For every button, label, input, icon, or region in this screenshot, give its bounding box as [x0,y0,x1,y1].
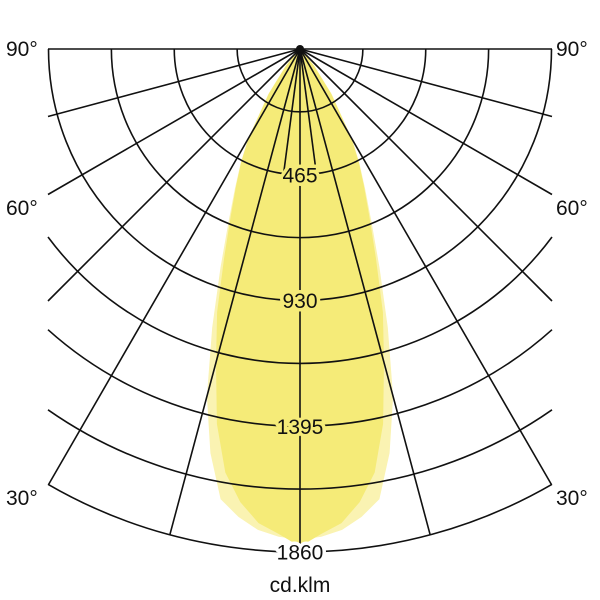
grid-spoke-15 [299,48,431,536]
radial-tick-labels: 465 930 1395 1860 [273,161,327,568]
unit-label: cd.klm [270,574,331,597]
radial-tick-label-1860: 1860 [277,542,324,565]
angle-label-left-30: 30° [6,487,38,510]
grid-spoke-75 [299,48,553,118]
angle-label-right-30: 30° [556,487,588,510]
grid-spoke--75 [47,48,301,118]
grid-spoke--30 [47,48,301,486]
angle-label-left-60: 60° [6,197,38,220]
grid-spoke-minor-7.5 [299,48,318,174]
grid-spoke-minor--7.5 [282,48,301,174]
radial-tick-label-1395: 1395 [277,416,324,439]
angle-label-left-90: 90° [6,38,38,61]
grid-spoke-60 [299,48,553,196]
grid-spoke--60 [47,48,301,196]
angle-label-right-90: 90° [556,38,588,61]
grid-spoke--15 [169,48,301,536]
chart-origin [296,45,304,53]
angle-label-right-60: 60° [556,197,588,220]
radial-tick-label-465: 465 [282,164,317,187]
grid-spoke-30 [299,48,553,486]
grid-spoke-45 [299,48,553,302]
polar-grid [47,45,553,553]
grid-spoke--45 [47,48,301,302]
radial-tick-label-930: 930 [282,290,317,313]
